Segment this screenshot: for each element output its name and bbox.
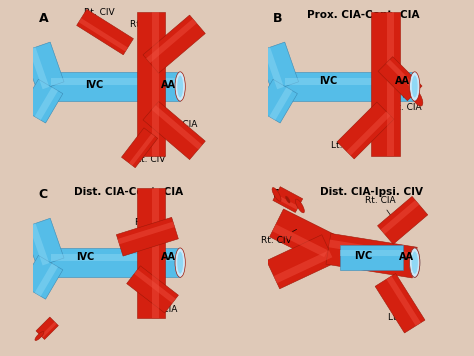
Text: A: A (38, 12, 48, 25)
Polygon shape (387, 12, 394, 156)
Polygon shape (340, 250, 402, 256)
Ellipse shape (410, 248, 420, 277)
Polygon shape (337, 102, 394, 159)
Text: C: C (38, 188, 48, 201)
Polygon shape (381, 200, 419, 234)
Polygon shape (285, 78, 415, 85)
Polygon shape (375, 273, 425, 333)
Text: Rt. CIA: Rt. CIA (130, 20, 161, 39)
Text: B: B (273, 12, 283, 25)
Ellipse shape (412, 252, 418, 274)
Polygon shape (21, 79, 63, 123)
Text: IVC: IVC (319, 76, 337, 86)
Polygon shape (129, 134, 155, 166)
Text: Lt. CIA: Lt. CIA (165, 112, 198, 129)
Polygon shape (266, 235, 335, 289)
Polygon shape (269, 87, 292, 120)
Polygon shape (371, 12, 400, 156)
Text: AA: AA (395, 76, 410, 86)
Polygon shape (255, 79, 297, 123)
Polygon shape (264, 47, 284, 89)
Polygon shape (143, 101, 205, 159)
Text: IVC: IVC (354, 251, 372, 261)
Polygon shape (117, 218, 178, 256)
Ellipse shape (295, 199, 304, 213)
Ellipse shape (175, 248, 185, 277)
Polygon shape (79, 18, 128, 52)
Polygon shape (270, 209, 335, 263)
Text: Lt. CIA: Lt. CIA (388, 303, 417, 323)
Ellipse shape (177, 75, 183, 98)
Text: AA: AA (161, 80, 175, 90)
Ellipse shape (177, 252, 183, 274)
Polygon shape (35, 87, 58, 120)
Polygon shape (274, 194, 299, 210)
Ellipse shape (412, 252, 418, 274)
Text: AA: AA (399, 252, 414, 262)
Polygon shape (134, 269, 176, 303)
Polygon shape (23, 218, 64, 267)
Polygon shape (326, 234, 417, 278)
Polygon shape (273, 224, 328, 257)
Text: AA: AA (161, 252, 175, 262)
Text: IVC: IVC (85, 80, 103, 90)
Polygon shape (23, 42, 64, 91)
Text: Lt. CIA: Lt. CIA (331, 130, 361, 150)
Ellipse shape (410, 88, 423, 106)
Text: Dist. CIA-Ipsi. CIV: Dist. CIA-Ipsi. CIV (320, 187, 423, 197)
Ellipse shape (35, 331, 44, 340)
Polygon shape (29, 223, 49, 266)
Ellipse shape (412, 75, 418, 98)
Text: Rt. CIV: Rt. CIV (84, 8, 114, 27)
Text: Rt. CIA: Rt. CIA (365, 196, 395, 215)
Polygon shape (36, 317, 58, 339)
Polygon shape (35, 263, 58, 296)
Ellipse shape (410, 248, 420, 277)
Text: Lt. CIV: Lt. CIV (136, 147, 165, 163)
Polygon shape (340, 245, 402, 270)
Polygon shape (258, 42, 299, 91)
Polygon shape (127, 266, 178, 313)
Polygon shape (152, 188, 159, 318)
Polygon shape (328, 240, 416, 261)
Polygon shape (377, 197, 428, 244)
Polygon shape (51, 72, 180, 101)
Polygon shape (143, 15, 205, 73)
Text: Rt. CIA: Rt. CIA (136, 218, 166, 233)
Polygon shape (152, 105, 202, 150)
Text: Rt. CIV: Rt. CIV (261, 229, 297, 245)
Polygon shape (137, 12, 165, 156)
Polygon shape (77, 9, 133, 55)
Polygon shape (118, 222, 174, 244)
Polygon shape (152, 12, 159, 156)
Polygon shape (378, 57, 422, 101)
Polygon shape (386, 276, 421, 326)
Polygon shape (51, 254, 180, 261)
Text: Dist. CIA-Cont. CIA: Dist. CIA-Cont. CIA (74, 187, 183, 197)
Polygon shape (41, 322, 57, 338)
Text: D: D (273, 188, 283, 201)
Polygon shape (137, 188, 165, 318)
Polygon shape (285, 72, 415, 101)
Polygon shape (121, 128, 158, 168)
Text: Rt. CIA: Rt. CIA (391, 96, 421, 112)
Ellipse shape (285, 196, 290, 203)
Polygon shape (21, 256, 63, 299)
Ellipse shape (175, 72, 185, 101)
Polygon shape (386, 59, 419, 93)
Polygon shape (51, 78, 180, 85)
Text: Lt. CIA: Lt. CIA (148, 294, 178, 314)
Polygon shape (273, 187, 303, 213)
Polygon shape (146, 19, 197, 63)
Polygon shape (346, 111, 391, 156)
Ellipse shape (272, 188, 281, 201)
Polygon shape (29, 47, 49, 89)
Polygon shape (51, 248, 180, 277)
Text: Prox. CIA-Cont. CIA: Prox. CIA-Cont. CIA (307, 10, 419, 20)
Text: IVC: IVC (76, 252, 94, 262)
Ellipse shape (410, 72, 420, 101)
Polygon shape (274, 250, 332, 283)
